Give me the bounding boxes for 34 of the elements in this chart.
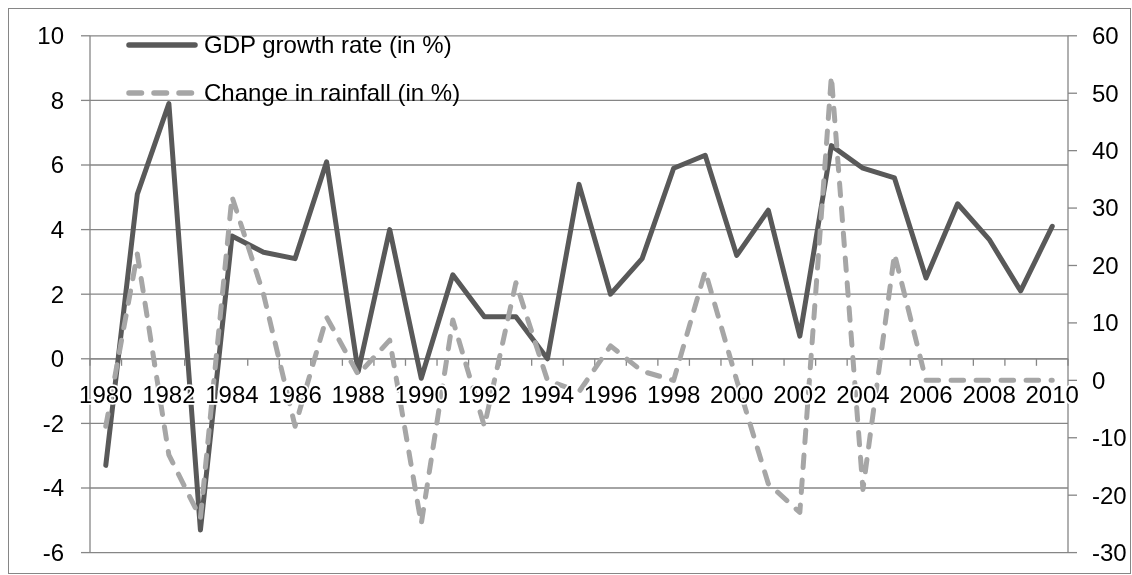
y2-tick-label: 0 (1092, 366, 1106, 394)
y2-tick-label: 50 (1092, 79, 1119, 107)
y-tick-label: 0 (50, 345, 64, 373)
y-tick-label: 10 (37, 22, 64, 50)
y-tick-label: 2 (50, 280, 64, 308)
y2-tick-label: -20 (1092, 481, 1127, 509)
x-tick-label: 2008 (962, 380, 1016, 408)
y2-tick-label: 20 (1092, 251, 1119, 279)
x-tick-label: 2006 (899, 380, 953, 408)
legend-label: GDP growth rate (in %) (204, 31, 452, 59)
x-tick-label: 1990 (394, 380, 448, 408)
legend-label: Change in rainfall (in %) (204, 79, 461, 107)
x-tick-label: 1996 (583, 380, 638, 408)
y2-tick-label: 60 (1092, 22, 1119, 50)
y-tick-label: 8 (50, 86, 64, 114)
y2-tick-label: 40 (1092, 137, 1119, 165)
y-tick-label: -4 (42, 474, 64, 502)
y-tick-label: -2 (42, 409, 64, 437)
x-tick-label: 1992 (457, 380, 512, 408)
y-tick-label: -6 (42, 539, 64, 566)
x-tick-label: 1986 (268, 380, 322, 408)
y2-tick-label: -10 (1092, 424, 1127, 452)
y-tick-label: 4 (50, 216, 64, 243)
y2-tick-label: 30 (1092, 194, 1119, 222)
x-tick-label: 2002 (773, 380, 827, 408)
y-tick-label: 6 (50, 151, 64, 179)
y2-tick-label: -30 (1092, 539, 1127, 566)
x-tick-label: 1998 (646, 380, 701, 408)
x-tick-label: 1994 (520, 380, 575, 408)
x-tick-label: 2010 (1025, 380, 1079, 408)
y2-tick-label: 10 (1092, 309, 1119, 337)
x-tick-label: 2000 (710, 380, 764, 408)
x-tick-label: 1988 (331, 380, 385, 408)
x-tick-label: 2004 (836, 380, 890, 408)
